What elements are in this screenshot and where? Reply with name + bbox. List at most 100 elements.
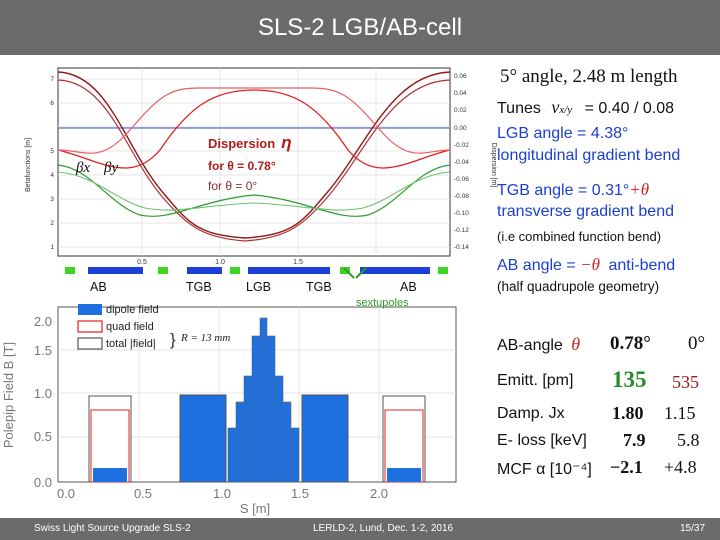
field-x-tick: 0.0 (57, 486, 75, 501)
legend-quad-label: quad field (106, 321, 154, 333)
field-y-label: Polepip Field B [T] (1, 342, 16, 448)
legend-dipole-swatch (78, 304, 102, 315)
tgb-note: (i.e combined function bend) (497, 229, 662, 244)
dispersion-case-2: for θ = 0° (208, 179, 257, 193)
table-row-v2: 1.15 (664, 403, 696, 423)
beta-x-curve (57, 89, 451, 169)
lgb-desc: longitudinal gradient bend (497, 147, 681, 164)
beta-y-label: βy (103, 160, 118, 176)
lattice-quad (340, 267, 350, 274)
lattice-quad (158, 267, 168, 274)
tgb-suffix: +θ (629, 180, 650, 199)
legend-total-swatch (77, 337, 103, 350)
beta-y-curve-2 (57, 171, 451, 211)
x-tick: 0.5 (137, 259, 147, 266)
table-row-v1: 7.9 (623, 430, 646, 450)
ab-prefix: AB angle = (497, 257, 581, 274)
y-tick-left: 3 (50, 196, 54, 203)
svg-text:βy: βy (103, 160, 118, 176)
table-row-v1: 1.80 (612, 403, 644, 423)
eta-symbol: η (281, 133, 291, 152)
table-row-v2: +4.8 (664, 457, 697, 477)
x-tick: 1.0 (215, 259, 225, 266)
y-tick-right: -0.14 (454, 244, 469, 251)
tunes-sub: x/y (559, 104, 573, 116)
y-tick-left: 4 (50, 172, 54, 179)
dispersion-curve-2 (57, 79, 451, 242)
lattice-quad (230, 267, 240, 274)
summary-line: 5° angle, 2.48 m length (500, 66, 678, 87)
table-row-label: E- loss [keV] (497, 432, 587, 449)
lattice-dipole (88, 267, 143, 274)
lattice-dipole (248, 267, 330, 274)
dispersion-case-1: for θ = 0.78° (208, 159, 276, 173)
table-row-label: Damp. Jx (497, 405, 565, 422)
optics-plot-frame (57, 67, 451, 257)
footer-left: Swiss Light Source Upgrade SLS-2 (34, 523, 191, 534)
y-tick-left: 1 (50, 244, 54, 251)
left-axis-label: Betafunctions [m] (25, 138, 32, 192)
lattice-label-tgb-left: TGB (186, 280, 212, 294)
field-x-tick: 1.0 (213, 486, 231, 501)
y-tick-right: -0.10 (454, 210, 469, 217)
y-tick-right: -0.06 (454, 176, 469, 183)
table-row-v2: 5.8 (677, 430, 700, 450)
field-x-tick: 0.5 (134, 486, 152, 501)
ab-left-dipole (93, 468, 127, 482)
beta-y-curve (57, 164, 451, 217)
lgb-steps (227, 317, 300, 483)
lattice-strip (65, 267, 448, 274)
x-tick: 1.5 (293, 259, 303, 266)
legend-radius-note: R = 13 mm (180, 332, 230, 344)
table-row-v1: 135 (612, 367, 647, 392)
svg-text:βx: βx (75, 160, 90, 176)
svg-text:}: } (170, 330, 176, 349)
ab-right-dipole (387, 468, 421, 482)
tunes-value: = 0.40 / 0.08 (584, 100, 675, 117)
field-x-label: S [m] (240, 501, 270, 516)
right-axis-label: Dispersion [m] (490, 143, 497, 188)
lattice-label-lgb: LGB (246, 280, 272, 294)
tunes-label: Tunes (497, 100, 541, 117)
table-row-label: Emitt. [pm] (497, 372, 574, 389)
y-tick-right: -0.12 (454, 227, 469, 234)
beta-plateau-curve (57, 87, 451, 154)
footer-page: 15/37 (680, 523, 706, 534)
y-tick-left: 7 (50, 76, 54, 83)
tunes-line: Tunes νx/y = 0.40 / 0.08 (497, 97, 674, 118)
lattice-label-ab-left: AB (90, 280, 107, 294)
ab-line: AB angle = −θ anti-bend (497, 255, 675, 275)
ab-suffix: anti-bend (608, 257, 676, 274)
field-x-tick: 2.0 (370, 486, 388, 501)
y-tick-right: -0.08 (454, 193, 469, 200)
legend-quad-swatch (77, 320, 103, 333)
field-y-tick: 0.0 (34, 475, 52, 490)
table-col2-header: 0° (688, 333, 706, 354)
footer-center: LERLD-2, Lund, Dec. 1-2, 2016 (313, 523, 454, 534)
lattice-label-tgb-right: TGB (306, 280, 332, 294)
slide-title: SLS-2 LGB/AB-cell (0, 0, 720, 55)
y-tick-left: 6 (50, 100, 54, 107)
y-tick-right: -0.02 (454, 142, 469, 149)
y-tick-right: 0.02 (454, 107, 467, 114)
y-tick-right: 0.06 (454, 73, 467, 80)
ab-note: (half quadrupole geometry) (497, 279, 660, 294)
table-row-v2: 535 (672, 372, 699, 392)
y-tick-right: 0.00 (454, 125, 467, 132)
lattice-quad (438, 267, 448, 274)
lattice-dipole (187, 267, 222, 274)
tgb-prefix: TGB angle = 0.31° (497, 182, 630, 199)
table-col1-header: 0.78° (610, 333, 651, 354)
tgb-desc: transverse gradient bend (497, 203, 674, 220)
field-y-tick: 0.5 (34, 429, 52, 444)
slide-footer: Swiss Light Source Upgrade SLS-2 LERLD-2… (0, 518, 720, 540)
table-header-label: AB-angle θ (497, 334, 580, 355)
lattice-label-ab-right: AB (400, 280, 417, 294)
field-plot: 0.0 0.5 1.0 1.5 2.0 0.0 0.5 1.0 1.5 2.0 … (1, 304, 457, 516)
table-row-label: MCF α [10⁻⁴] (497, 461, 592, 478)
sextupole-markers (343, 267, 367, 279)
tunes-nu: ν (551, 97, 560, 117)
tgb-right-total (301, 394, 349, 483)
lattice-dipole (360, 267, 430, 274)
